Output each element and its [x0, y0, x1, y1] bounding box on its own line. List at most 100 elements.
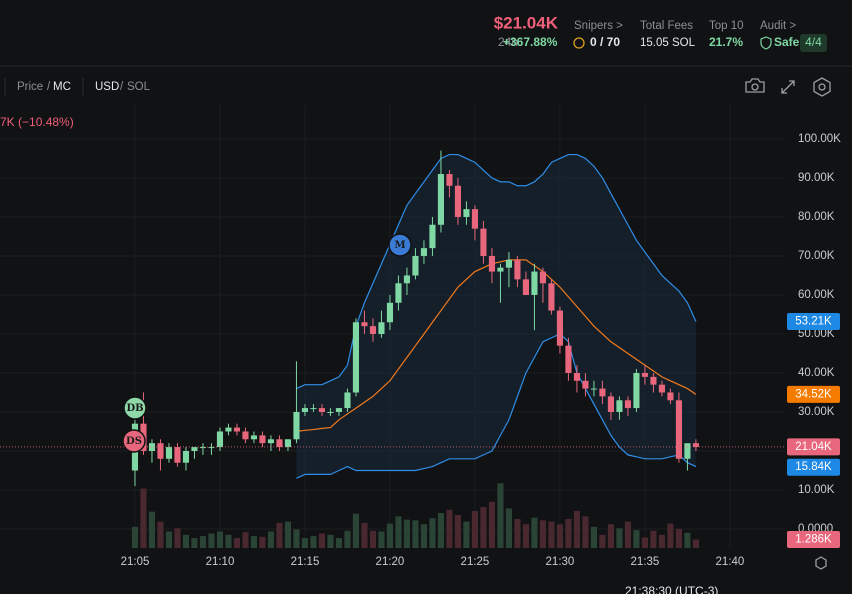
- volume-bar: [369, 530, 377, 548]
- candle-body: [242, 431, 249, 440]
- candle-body: [378, 322, 385, 334]
- price-marker: [787, 438, 840, 456]
- volume-bar: [412, 520, 419, 548]
- event-badge-label: M: [394, 240, 405, 251]
- camera-button[interactable]: [745, 78, 765, 93]
- volume-bar: [505, 508, 513, 548]
- price-toggle[interactable]: Price: [17, 81, 43, 93]
- volume-bar: [641, 537, 648, 548]
- candle-body: [344, 392, 351, 409]
- volume-bar: [684, 532, 691, 548]
- candle-body: [471, 209, 479, 229]
- candle-body: [607, 396, 614, 412]
- volume-bar: [293, 529, 300, 548]
- candle-body: [650, 376, 657, 385]
- candle-body: [548, 283, 555, 311]
- y-tick-label: 40.00K: [798, 367, 835, 379]
- x-tick-label: 21:20: [376, 556, 405, 568]
- mc-toggle[interactable]: MC: [53, 81, 71, 93]
- volume-marker-label: 1.286K: [795, 534, 832, 546]
- sniper-icon: [573, 37, 585, 49]
- timestamp: 21:38:30 (UTC-3): [625, 584, 718, 594]
- volume-bar: [344, 530, 351, 548]
- price-marker: [787, 385, 840, 403]
- separator: /: [120, 81, 124, 93]
- candle-body: [352, 322, 360, 393]
- candle-body: [624, 400, 631, 409]
- candle-body: [633, 372, 640, 409]
- y-tick-label: 70.00K: [798, 250, 835, 262]
- change-label: 24h: [498, 35, 518, 49]
- volume-bar: [573, 511, 580, 548]
- shield-icon: [760, 36, 772, 50]
- candle-body: [658, 384, 665, 393]
- candle-body: [429, 224, 436, 249]
- event-badge-label: DB: [126, 403, 143, 414]
- candle-body: [599, 388, 606, 397]
- x-tick-label: 21:05: [121, 556, 150, 568]
- volume-marker: [787, 531, 840, 548]
- price-marker: [787, 312, 840, 330]
- y-tick-label: 50.00K: [798, 328, 835, 340]
- volume-bar: [531, 517, 538, 548]
- volume-bar: [548, 521, 555, 548]
- candle-body: [216, 431, 224, 448]
- change: +367.88%: [503, 35, 558, 49]
- top10-label: Top 10: [709, 20, 744, 32]
- candle-body: [327, 411, 334, 413]
- candle-body: [335, 408, 343, 412]
- expand-button[interactable]: [781, 80, 795, 94]
- y-tick-label: 60.00K: [798, 289, 835, 301]
- volume-bar: [624, 521, 631, 548]
- volume-bar: [250, 536, 258, 548]
- candle-body: [505, 259, 513, 268]
- usd-toggle[interactable]: USD: [95, 81, 119, 93]
- event-badge: [123, 396, 147, 420]
- candle-body: [361, 322, 368, 327]
- volume-bar: [259, 536, 266, 548]
- fees: 15.05 SOL: [640, 37, 696, 49]
- axis-settings[interactable]: [815, 556, 827, 570]
- candle-body: [488, 255, 496, 272]
- audit: Safe: [774, 35, 800, 49]
- candle-body: [208, 447, 215, 449]
- volume-bar: [658, 534, 665, 548]
- sol-toggle[interactable]: SOL: [127, 81, 151, 93]
- volume-bar: [182, 534, 190, 548]
- volume-bar: [582, 516, 589, 548]
- change-note: 7K (−10.48%): [0, 115, 74, 129]
- top10: 21.7%: [709, 35, 743, 49]
- volume-bar: [361, 522, 368, 548]
- candle-body: [522, 279, 529, 295]
- y-tick-label: 30.00K: [798, 406, 835, 418]
- candle-body: [667, 392, 674, 401]
- price-marker-label: 15.84K: [795, 461, 832, 473]
- audit-score: 4/4: [805, 35, 822, 49]
- candle-body: [539, 271, 546, 284]
- volume-bar: [650, 530, 657, 548]
- volume-bar: [522, 524, 529, 548]
- price-marker: [787, 458, 840, 476]
- x-tick-label: 21:10: [206, 556, 235, 568]
- y-tick-label: 90.00K: [798, 172, 835, 184]
- candle-body: [573, 372, 580, 381]
- volume-bar: [667, 523, 674, 548]
- candle-body: [412, 255, 419, 276]
- volume-bar: [675, 528, 682, 548]
- candle-body: [480, 228, 487, 256]
- candle-body: [556, 310, 563, 346]
- volume-bar: [692, 539, 699, 548]
- candle-body: [233, 427, 241, 432]
- candle-body: [182, 450, 190, 463]
- audit-label[interactable]: Audit >: [760, 20, 796, 32]
- candle-body: [148, 443, 156, 451]
- candle-body: [684, 443, 691, 459]
- snipers-label[interactable]: Snipers >: [574, 20, 623, 32]
- volume-bar: [233, 538, 241, 548]
- volume-bar: [165, 531, 173, 548]
- volume-bar: [131, 526, 139, 548]
- volume-bar: [174, 528, 181, 548]
- settings-button[interactable]: [813, 77, 831, 97]
- x-tick-label: 21:30: [546, 556, 575, 568]
- volume-bar: [276, 522, 283, 548]
